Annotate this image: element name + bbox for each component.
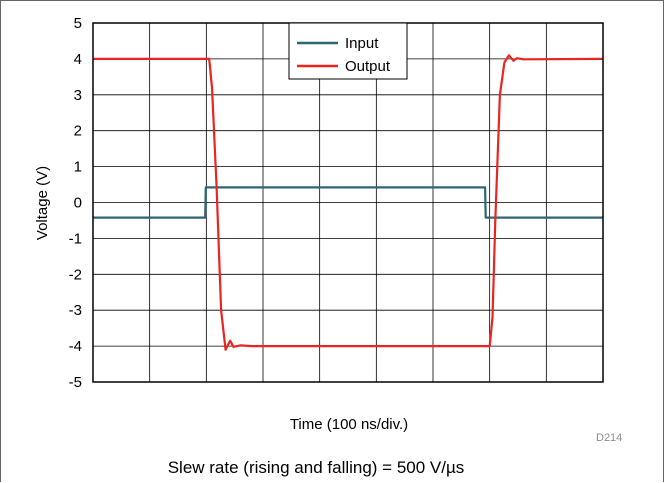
legend-box (288, 22, 408, 80)
y-tick-label: -1 (69, 230, 82, 247)
series-line-input (93, 186, 603, 219)
y-tick-label: 0 (74, 195, 82, 212)
legend-label-input: Input (345, 35, 379, 52)
legend-label-output: Output (345, 58, 391, 75)
y-axis-title: Voltage (V) (34, 166, 51, 240)
y-tick-label: -4 (69, 338, 82, 355)
figure-id: D214 (596, 432, 622, 444)
series-layer (93, 54, 604, 351)
y-tick-label: 2 (74, 123, 82, 140)
y-tick-label: -3 (69, 302, 82, 319)
y-tick-label: -5 (69, 374, 82, 391)
y-tick-label: 1 (74, 159, 82, 176)
legend: Input Output (288, 22, 408, 80)
y-tick-label: 5 (74, 15, 82, 32)
series-line-output (93, 54, 604, 351)
y-tick-label: -2 (69, 266, 82, 283)
caption: Slew rate (rising and falling) = 500 V/µ… (168, 458, 465, 477)
y-tick-label: 3 (74, 87, 82, 104)
y-tick-labels: 5 4 3 2 1 0 -1 -2 -3 -4 -5 (69, 15, 82, 391)
y-tick-label: 4 (74, 51, 82, 68)
x-axis-title: Time (100 ns/div.) (290, 416, 408, 433)
